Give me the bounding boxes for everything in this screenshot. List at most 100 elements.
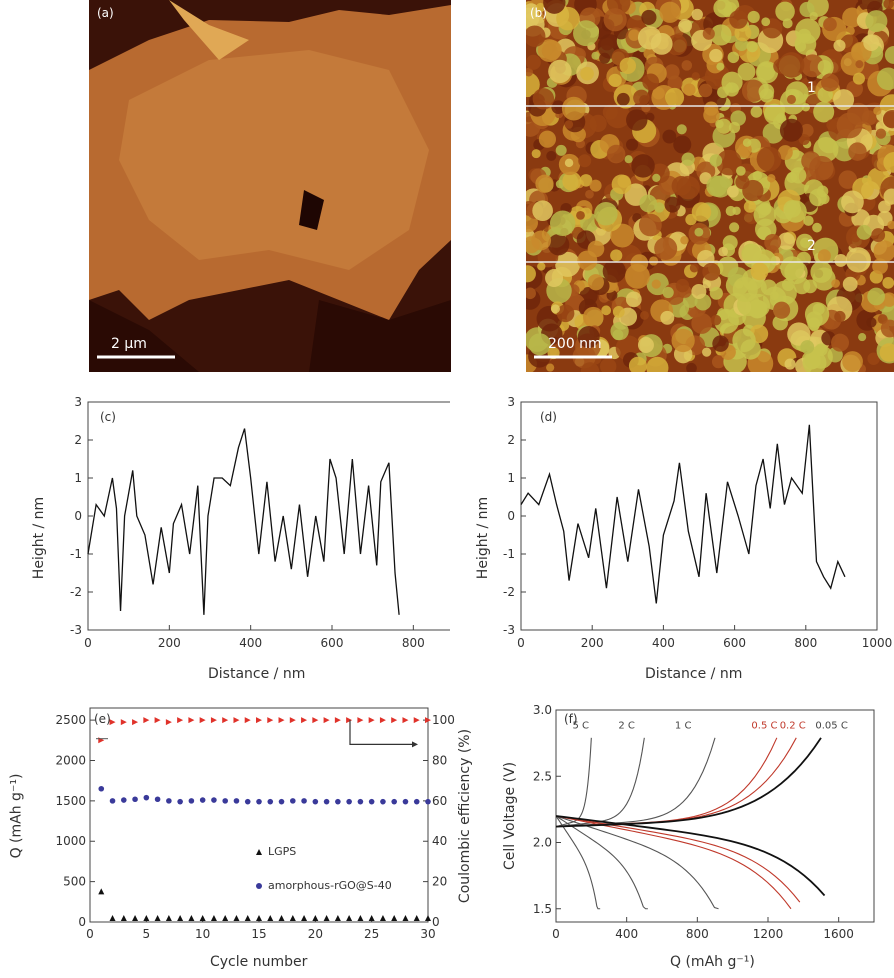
- chart-e-xtick-label: 15: [251, 927, 266, 941]
- afm-grain: [845, 247, 871, 273]
- afm-grain: [710, 314, 722, 326]
- chart-e-xtick-label: 5: [143, 927, 151, 941]
- amorphous-point: [323, 798, 330, 805]
- chart-f-xtick-label: 800: [686, 927, 709, 941]
- chart-d-ytick-label: -2: [503, 585, 515, 599]
- efficiency-point: [256, 717, 262, 724]
- afm-grain: [535, 2, 546, 13]
- afm-grain: [659, 1, 681, 23]
- afm-grain: [549, 210, 576, 236]
- afm-grain: [834, 310, 846, 323]
- afm-grain: [728, 121, 741, 134]
- afm-grain: [756, 62, 776, 81]
- afm-grain: [691, 8, 703, 21]
- chart-d-ytick-label: 3: [507, 395, 515, 409]
- chart-f-xtick-label: 1200: [753, 927, 784, 941]
- afm-grain: [681, 152, 695, 166]
- afm-grain: [624, 155, 633, 164]
- profile-line-2-label: 2: [807, 238, 816, 254]
- chart-d-ylabel: Height / nm: [475, 496, 492, 580]
- afm-grain: [833, 89, 855, 111]
- efficiency-point: [323, 717, 330, 724]
- amorphous-point: [346, 798, 352, 805]
- efficiency-point: [177, 717, 184, 724]
- amorphous-point: [154, 796, 161, 803]
- afm-grain: [603, 8, 627, 32]
- amorphous-point: [244, 798, 251, 805]
- efficiency-point: [244, 717, 251, 724]
- chart-f: 0 400 800 1200 1600 1.5 2.0 2.5 3.0 5 C 2 C 1 C 0.5 …: [470, 700, 894, 978]
- right-axis-arrow-head: [412, 741, 418, 748]
- afm-grain: [564, 120, 574, 129]
- panel-a-label: (a): [97, 6, 114, 20]
- afm-grain: [809, 155, 834, 181]
- afm-grain: [871, 228, 886, 243]
- afm-grain: [817, 60, 832, 74]
- afm-grain: [826, 119, 838, 131]
- afm-grain: [652, 173, 661, 182]
- afm-grain: [729, 10, 748, 29]
- chart-d-height-profile: [520, 424, 846, 604]
- afm-grain: [764, 233, 782, 251]
- afm-grain: [713, 0, 733, 18]
- efficiency-point: [413, 717, 420, 724]
- panel-b-label: (b): [530, 6, 547, 20]
- afm-grain: [879, 343, 894, 362]
- chart-e-ytick-label: 1000: [55, 834, 86, 848]
- afm-grain: [619, 57, 636, 75]
- afm-grain: [702, 347, 712, 357]
- afm-grain: [750, 105, 763, 118]
- afm-grain: [718, 246, 728, 257]
- chart-d: 0 200 400 600 800 1000 -3 -2 -1 0 1 2 3 (d) Distance…: [440, 390, 894, 700]
- afm-grain: [643, 47, 655, 60]
- afm-grain: [591, 51, 600, 60]
- chart-f-xtick-label: 0: [552, 927, 560, 941]
- rate-label: 0.5 C: [751, 721, 777, 732]
- afm-grain: [741, 79, 765, 102]
- afm-grain: [734, 280, 744, 289]
- scalebar-b-label: 200 nm: [548, 336, 602, 352]
- chart-c-ytick-label: -3: [70, 623, 82, 637]
- afm-grain: [585, 189, 594, 199]
- rate-label: 0.05 C: [815, 721, 847, 732]
- afm-grain: [702, 262, 721, 281]
- lgps-point: [391, 914, 398, 921]
- afm-grain: [726, 185, 739, 198]
- afm-grain: [546, 150, 557, 161]
- afm-grain: [526, 236, 540, 254]
- afm-grain: [526, 287, 536, 300]
- afm-grain: [640, 310, 649, 320]
- discharge-curve: [555, 815, 648, 910]
- efficiency-point: [210, 717, 217, 724]
- amorphous-point: [199, 797, 206, 803]
- chart-c-ytick-label: 1: [74, 471, 82, 485]
- afm-grain: [875, 128, 887, 139]
- afm-grain: [724, 82, 739, 97]
- afm-grain: [801, 54, 824, 78]
- efficiency-point: [346, 717, 353, 724]
- amorphous-point: [188, 798, 195, 804]
- chart-c-xlabel: Distance / nm: [208, 666, 306, 682]
- afm-grain: [662, 286, 674, 299]
- afm-grain: [880, 319, 894, 338]
- chart-f-ylabel: Cell Voltage (V): [502, 761, 519, 871]
- chart-e-xtick-label: 25: [364, 927, 379, 941]
- chart-e-xtick-label: 30: [420, 927, 435, 941]
- lgps-point: [210, 914, 217, 921]
- amorphous-point: [166, 798, 172, 804]
- afm-grain: [777, 145, 793, 161]
- lgps-point: [357, 914, 364, 921]
- lgps-point: [368, 914, 375, 921]
- chart-e-ytick-label: 1500: [55, 794, 86, 808]
- efficiency-point: [120, 719, 127, 726]
- afm-grain: [778, 52, 805, 78]
- chart-d-xtick-label: 600: [723, 636, 746, 650]
- chart-d-xlabel: Distance / nm: [645, 666, 743, 682]
- afm-grain: [556, 6, 580, 31]
- afm-grain: [809, 188, 827, 207]
- afm-grain: [599, 358, 617, 372]
- afm-grain: [729, 222, 740, 233]
- efficiency-point: [402, 717, 409, 724]
- chart-e-y2tick-label: 0: [432, 915, 440, 929]
- amorphous-point: [121, 797, 127, 803]
